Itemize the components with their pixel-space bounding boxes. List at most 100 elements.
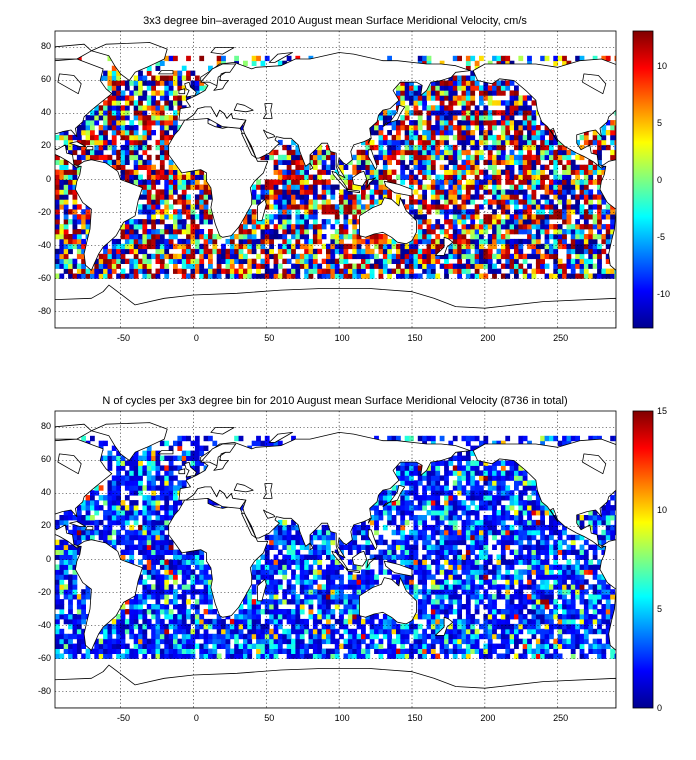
heatmap-cell bbox=[400, 243, 406, 250]
heatmap-cell bbox=[164, 194, 170, 200]
heatmap-cell bbox=[138, 120, 143, 126]
velocity-coastlines bbox=[55, 42, 616, 328]
heatmap-cell bbox=[299, 604, 305, 610]
heatmap-cell bbox=[583, 238, 589, 245]
heatmap-cell bbox=[352, 248, 358, 255]
heatmap-cell bbox=[514, 209, 519, 215]
heatmap-cell bbox=[256, 618, 261, 625]
heatmap-cell bbox=[575, 589, 580, 595]
heatmap-cell bbox=[549, 154, 554, 161]
heatmap-cell bbox=[404, 174, 410, 180]
heatmap-cell bbox=[155, 554, 161, 560]
heatmap-cell bbox=[422, 594, 427, 600]
heatmap-cell bbox=[243, 243, 248, 250]
heatmap-cell bbox=[129, 144, 135, 151]
heatmap-cell bbox=[579, 243, 585, 250]
heatmap-cell bbox=[448, 125, 454, 131]
heatmap-cell bbox=[374, 144, 379, 151]
heatmap-cell bbox=[417, 258, 423, 264]
heatmap-cell bbox=[111, 70, 117, 76]
heatmap-cell bbox=[208, 238, 213, 245]
heatmap-cell bbox=[181, 248, 187, 255]
heatmap-cell bbox=[260, 248, 266, 255]
heatmap-cell bbox=[544, 263, 550, 269]
heatmap-cell bbox=[500, 125, 506, 131]
heatmap-cell bbox=[396, 623, 401, 630]
heatmap-cell bbox=[361, 618, 366, 625]
heatmap-cell bbox=[334, 559, 340, 565]
heatmap-cell bbox=[90, 154, 95, 161]
heatmap-cell bbox=[544, 253, 550, 260]
heatmap-cell bbox=[286, 169, 292, 175]
heatmap-cell bbox=[146, 95, 152, 101]
heatmap-cell bbox=[63, 594, 69, 600]
heatmap-cell bbox=[194, 234, 200, 240]
heatmap-cell bbox=[164, 149, 170, 156]
heatmap-cell bbox=[387, 643, 392, 649]
heatmap-cell bbox=[199, 234, 205, 240]
heatmap-cell bbox=[155, 628, 161, 635]
heatmap-cell bbox=[465, 110, 471, 116]
heatmap-cell bbox=[522, 559, 528, 565]
heatmap-cell bbox=[146, 234, 152, 240]
heatmap-cell bbox=[500, 194, 506, 200]
heatmap-cell bbox=[63, 144, 69, 151]
heatmap-cell bbox=[470, 110, 476, 116]
heatmap-cell bbox=[264, 268, 270, 274]
heatmap-cell bbox=[216, 618, 222, 625]
heatmap-cell bbox=[544, 174, 550, 180]
heatmap-cell bbox=[159, 154, 165, 161]
heatmap-cell bbox=[426, 95, 432, 101]
heatmap-cell bbox=[343, 253, 349, 260]
heatmap-cell bbox=[396, 579, 401, 585]
heatmap-cell bbox=[164, 130, 170, 136]
heatmap-cell bbox=[474, 110, 480, 116]
heatmap-cell bbox=[68, 134, 73, 141]
heatmap-cell bbox=[343, 273, 349, 279]
heatmap-cell bbox=[422, 584, 427, 590]
heatmap-cell bbox=[111, 139, 117, 146]
heatmap-cell bbox=[588, 243, 594, 250]
heatmap-cell bbox=[444, 633, 449, 640]
heatmap-cell bbox=[72, 623, 78, 630]
heatmap-cell bbox=[194, 604, 200, 610]
heatmap-cell bbox=[81, 618, 86, 625]
heatmap-cell bbox=[465, 139, 471, 146]
heatmap-cell bbox=[186, 174, 191, 180]
heatmap-cell bbox=[295, 648, 301, 654]
heatmap-cell bbox=[417, 139, 423, 146]
heatmap-cell bbox=[614, 154, 616, 161]
heatmap-cell bbox=[269, 594, 274, 600]
heatmap-cell bbox=[522, 643, 528, 649]
heatmap-cell bbox=[601, 164, 607, 170]
heatmap-cell bbox=[304, 564, 309, 570]
heatmap-cell bbox=[566, 638, 572, 645]
heatmap-cell bbox=[562, 564, 567, 570]
heatmap-cell bbox=[566, 569, 572, 575]
heatmap-cell bbox=[583, 614, 589, 620]
heatmap-cell bbox=[544, 628, 550, 635]
heatmap-cell bbox=[312, 569, 318, 575]
heatmap-cell bbox=[435, 594, 441, 600]
heatmap-cell bbox=[400, 159, 406, 165]
heatmap-cell bbox=[273, 184, 279, 190]
heatmap-cell bbox=[299, 169, 305, 175]
heatmap-cell bbox=[557, 149, 563, 156]
heatmap-cell bbox=[299, 204, 305, 210]
heatmap-cell bbox=[138, 594, 143, 600]
heatmap-cell bbox=[492, 219, 497, 225]
heatmap-cell bbox=[570, 633, 576, 640]
heatmap-cell bbox=[514, 219, 519, 225]
heatmap-cell bbox=[553, 248, 559, 255]
heatmap-cell bbox=[159, 248, 165, 255]
heatmap-cell bbox=[544, 189, 550, 195]
heatmap-cell bbox=[387, 268, 392, 274]
heatmap-cell bbox=[55, 248, 60, 255]
heatmap-cell bbox=[527, 154, 532, 161]
heatmap-cell bbox=[369, 253, 375, 260]
heatmap-cell bbox=[199, 243, 205, 250]
heatmap-cell bbox=[256, 219, 261, 225]
heatmap-cell bbox=[103, 139, 108, 146]
heatmap-cell bbox=[146, 589, 152, 595]
heatmap-cell bbox=[522, 238, 528, 245]
